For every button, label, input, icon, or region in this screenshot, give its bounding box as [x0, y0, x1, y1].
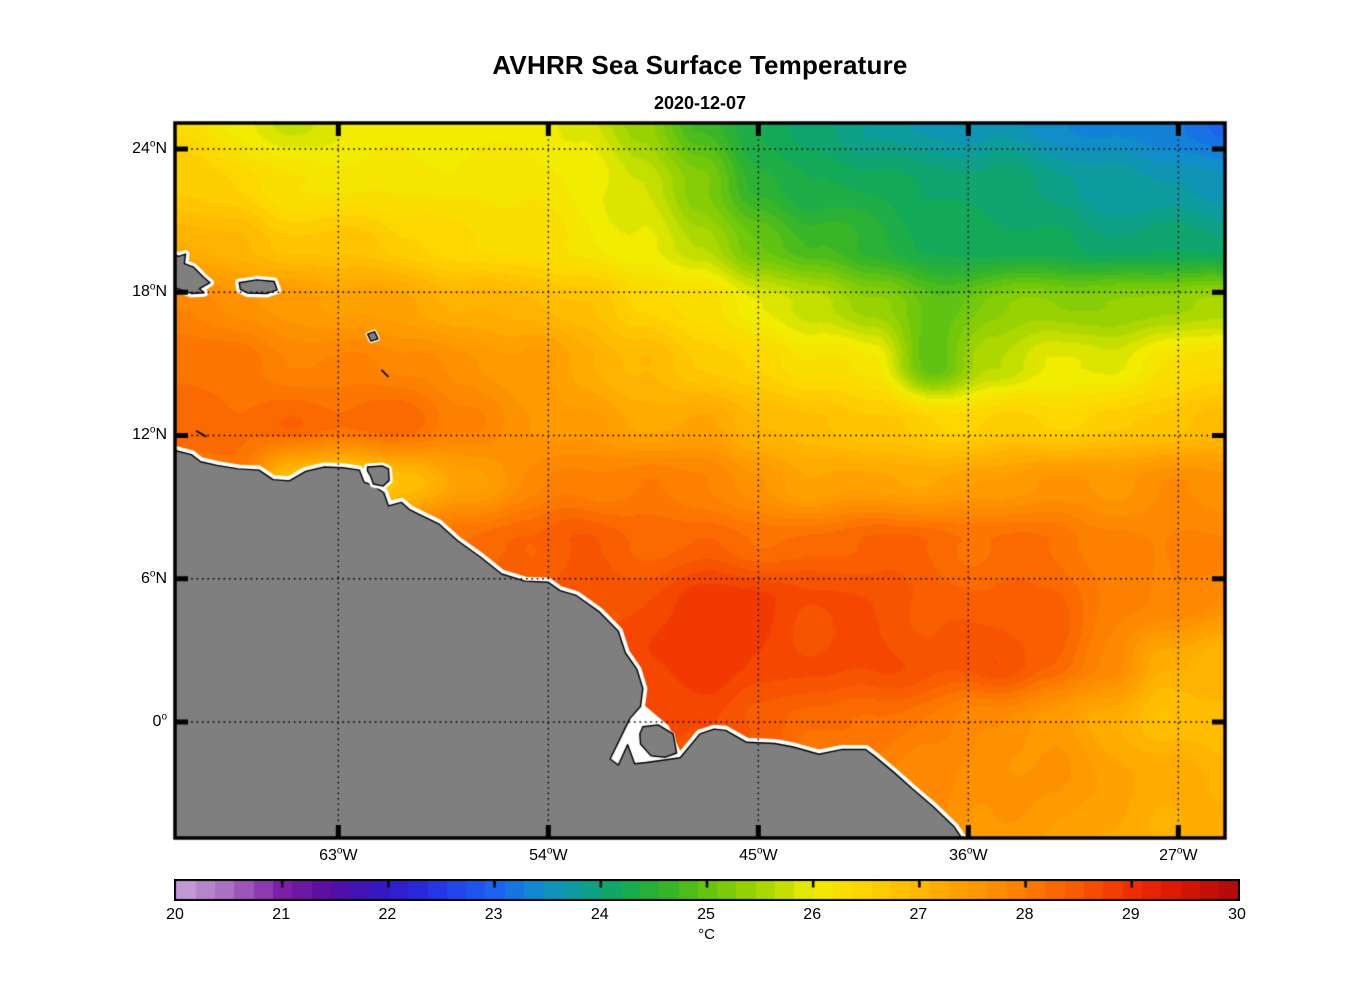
- x-tick-label: 36oW: [949, 845, 988, 864]
- x-tick-label: 27oW: [1159, 845, 1198, 864]
- colorbar-tick-label: 20: [166, 906, 184, 923]
- y-tick-label: 12oN: [132, 425, 167, 444]
- colorbar-tick-label: 23: [484, 906, 503, 923]
- colorbar-unit-label: °C: [698, 926, 715, 943]
- colorbar-tick-label: 27: [909, 906, 928, 923]
- y-tick-label: 6oN: [140, 568, 167, 587]
- x-tick-label: 54oW: [529, 845, 568, 864]
- colorbar: [174, 879, 1240, 901]
- y-tick-label: 18oN: [132, 281, 167, 301]
- colorbar-tick-label: 22: [378, 906, 397, 923]
- colorbar-tick-label: 25: [697, 906, 715, 923]
- chart-date-subtitle: 2020-12-07: [653, 93, 747, 113]
- x-tick-label: 45oW: [739, 845, 778, 864]
- sst-map-canvas: [0, 0, 1356, 872]
- colorbar-tick-label: 24: [590, 906, 609, 923]
- y-tick-label: 24oN: [132, 138, 167, 158]
- colorbar-tick-label: 29: [1121, 906, 1140, 923]
- colorbar-tick-label: 26: [803, 906, 822, 923]
- x-tick-label: 63oW: [319, 845, 358, 864]
- colorbar-tick-label: 30: [1228, 906, 1246, 923]
- y-tick-label: 0o: [152, 711, 167, 730]
- colorbar-tick-label: 21: [272, 906, 291, 923]
- chart-title: AVHRR Sea Surface Temperature: [492, 50, 908, 80]
- colorbar-tick-label: 28: [1015, 906, 1034, 923]
